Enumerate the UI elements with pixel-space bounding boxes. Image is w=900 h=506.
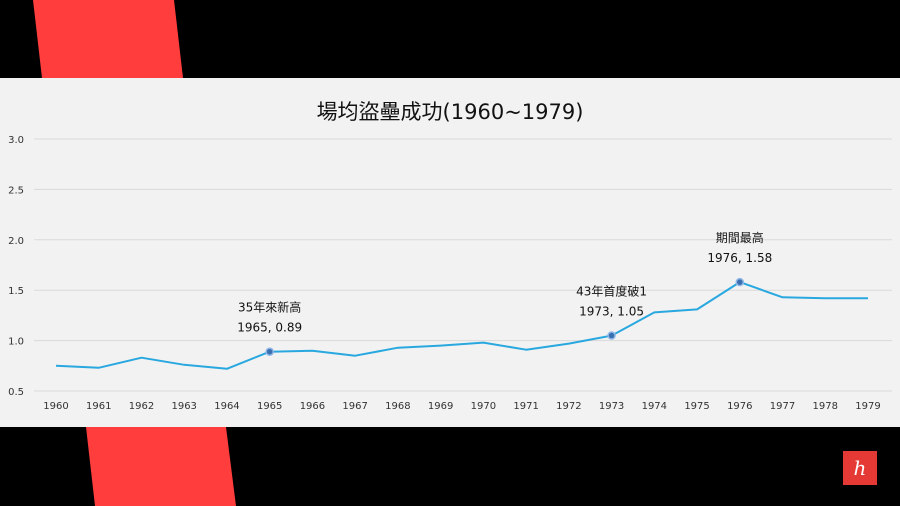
red-stripe-bottom: [86, 427, 236, 506]
annotation-label: 35年來新高: [238, 300, 301, 315]
chart-title: 場均盜壘成功(1960~1979): [316, 100, 584, 124]
series-layer: [55, 281, 868, 370]
x-tick-label: 1973: [599, 401, 624, 412]
x-tick-label: 1979: [855, 401, 880, 412]
x-tick-label: 1975: [684, 401, 709, 412]
red-stripe-top: [33, 0, 183, 78]
x-tick-label: 1970: [471, 401, 496, 412]
x-tick-label: 1968: [385, 401, 410, 412]
x-tick-label: 1965: [257, 401, 282, 412]
y-tick-label: 1.0: [8, 337, 24, 348]
x-tick-label: 1966: [300, 401, 325, 412]
highlight-point: [265, 347, 274, 356]
line-chart: 0.51.01.52.02.53.0 1960 1961 1962 1963 1964 1…: [8, 135, 892, 412]
x-tick-label: 1964: [214, 401, 239, 412]
annotations: 35年來新高 1965, 0.89 43年首度破1 1973, 1.05 期間最高 197…: [237, 230, 772, 356]
stripe-bottom-shape: [86, 427, 236, 506]
y-tick-label: 3.0: [8, 135, 24, 146]
x-tick-label: 1967: [342, 401, 367, 412]
annotation-label: 期間最高: [716, 230, 764, 245]
x-tick-label: 1960: [43, 401, 68, 412]
x-tick-label: 1977: [770, 401, 795, 412]
x-tick-label: 1972: [556, 401, 581, 412]
y-tick-label: 0.5: [8, 387, 24, 398]
y-tick-label: 2.5: [8, 185, 24, 196]
decorative-stripe-bottom: [0, 427, 900, 506]
annotation-label: 43年首度破1: [576, 284, 647, 299]
annotation-coords: 1973, 1.05: [579, 305, 644, 319]
decorative-stripe-top: [0, 0, 900, 78]
x-tick-label: 1971: [513, 401, 538, 412]
y-tick-label: 2.0: [8, 236, 24, 247]
annotation-coords: 1965, 0.89: [237, 321, 302, 335]
chart-panel: 場均盜壘成功(1960~1979) 0.5 1.0 1.5 2.0 2.5 3.0 196…: [0, 78, 900, 427]
x-tick-label: 1962: [129, 401, 154, 412]
stripe-top-shape: [33, 0, 183, 78]
highlight-point: [735, 277, 745, 287]
x-tick-label: 1978: [813, 401, 838, 412]
brand-logo-icon: h: [843, 451, 877, 485]
x-tick-label: 1961: [86, 401, 111, 412]
x-axis-ticks: 1960 1961 1962 1963 1964 1965 1966 1967 1968 1969…: [43, 401, 880, 412]
y-axis-ticks: 0.5 1.0 1.5 2.0 2.5 3.0: [8, 135, 24, 398]
x-tick-label: 1963: [171, 401, 196, 412]
series-line: [55, 281, 868, 370]
highlight-point: [607, 331, 616, 340]
gridlines: [34, 138, 892, 392]
x-tick-label: 1974: [642, 401, 667, 412]
annotation-coords: 1976, 1.58: [707, 251, 772, 265]
x-tick-label: 1969: [428, 401, 453, 412]
y-tick-label: 1.5: [8, 286, 24, 297]
x-tick-label: 1976: [727, 401, 752, 412]
